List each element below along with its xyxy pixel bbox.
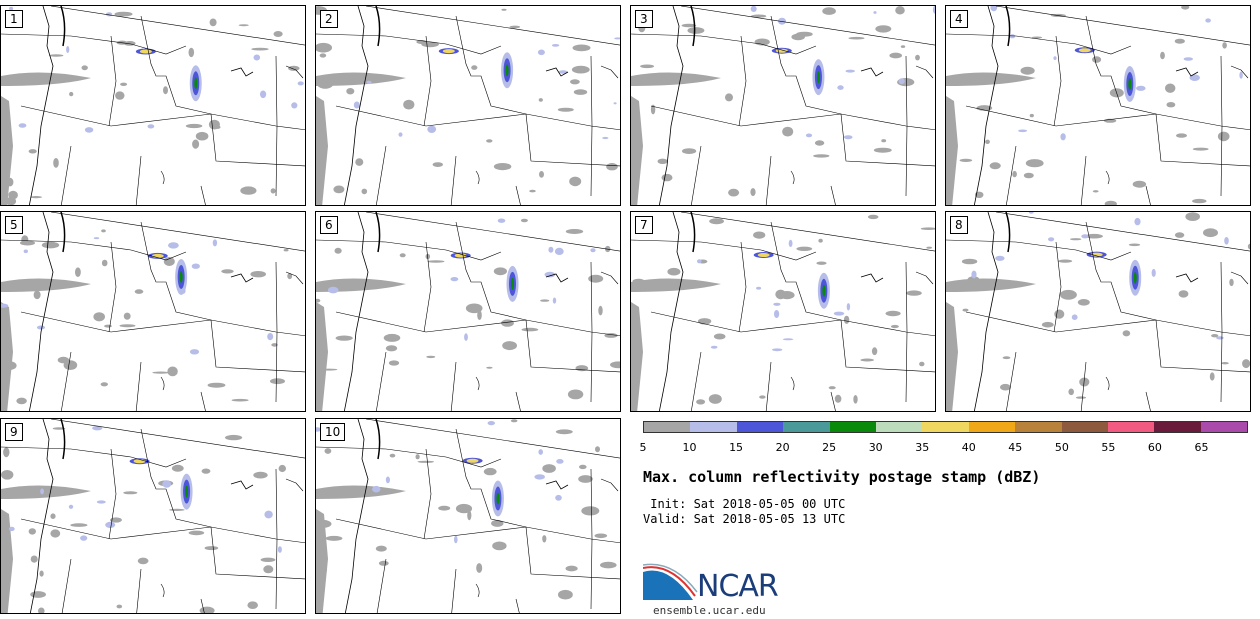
ncar-logo-icon (643, 563, 698, 600)
map-canvas (316, 419, 620, 613)
map-canvas (631, 212, 935, 411)
colorbar (643, 421, 1248, 433)
colorbar-swatch (1154, 422, 1201, 432)
colorbar-tick-label: 5 (639, 441, 647, 454)
colorbar-swatch (829, 422, 876, 432)
colorbar-swatch (1200, 422, 1248, 432)
panel-label: 3 (635, 10, 653, 28)
map-panel-6: 6 (315, 211, 621, 412)
colorbar-tick-label: 45 (1008, 441, 1023, 454)
map-panel-4: 4 (945, 5, 1251, 206)
colorbar-tick-label: 20 (775, 441, 790, 454)
map-panel-7: 7 (630, 211, 936, 412)
map-canvas (946, 212, 1250, 411)
colorbar-tick-label: 10 (682, 441, 697, 454)
map-canvas (316, 6, 620, 205)
panel-label: 5 (5, 216, 23, 234)
colorbar-tick-label: 15 (729, 441, 744, 454)
map-panel-2: 2 (315, 5, 621, 206)
map-panel-1: 1 (0, 5, 306, 206)
colorbar-tick-label: 55 (1101, 441, 1116, 454)
colorbar-tick-label: 35 (915, 441, 930, 454)
colorbar-swatch (783, 422, 830, 432)
init-time: Init: Sat 2018-05-05 00 UTC (643, 497, 846, 511)
map-canvas (946, 6, 1250, 205)
panel-label: 10 (320, 423, 346, 441)
panel-label: 1 (5, 10, 23, 28)
map-canvas (1, 419, 305, 613)
colorbar-swatch (875, 422, 923, 432)
map-panel-5: 5 (0, 211, 306, 412)
colorbar-swatch (968, 422, 1016, 432)
colorbar-swatch (922, 422, 969, 432)
map-canvas (1, 212, 305, 411)
logo-url: ensemble.ucar.edu (653, 604, 766, 617)
panel-label: 4 (950, 10, 968, 28)
map-panel-8: 8 (945, 211, 1251, 412)
colorbar-swatch (644, 422, 691, 432)
panel-label: 7 (635, 216, 653, 234)
colorbar-tick-label: 65 (1194, 441, 1209, 454)
colorbar-swatch (1015, 422, 1062, 432)
panel-label: 2 (320, 10, 338, 28)
colorbar-tick-label: 30 (868, 441, 883, 454)
valid-time: Valid: Sat 2018-05-05 13 UTC (643, 512, 846, 526)
map-panel-10: 10 (315, 418, 621, 614)
map-canvas (316, 212, 620, 411)
colorbar-swatch (1061, 422, 1108, 432)
colorbar-swatch (1107, 422, 1155, 432)
logo-wordmark: NCAR (697, 569, 779, 604)
panel-label: 8 (950, 216, 968, 234)
map-canvas (1, 6, 305, 205)
figure-title: Max. column reflectivity postage stamp (… (643, 468, 1041, 486)
panel-label: 9 (5, 423, 23, 441)
colorbar-tick-label: 50 (1054, 441, 1069, 454)
map-canvas (631, 6, 935, 205)
colorbar-swatch (736, 422, 784, 432)
colorbar-tick-label: 25 (822, 441, 837, 454)
colorbar-tick-label: 60 (1147, 441, 1162, 454)
map-panel-3: 3 (630, 5, 936, 206)
colorbar-tick-label: 40 (961, 441, 976, 454)
panel-label: 6 (320, 216, 338, 234)
colorbar-ticks: 5 10 15 20 25 30 35 40 45 50 55 60 65 (639, 441, 1248, 455)
colorbar-swatch (690, 422, 737, 432)
map-panel-9: 9 (0, 418, 306, 614)
